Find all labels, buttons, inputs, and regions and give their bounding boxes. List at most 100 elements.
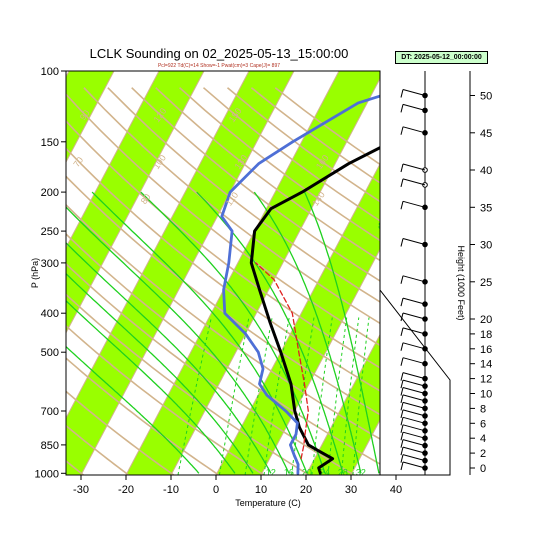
wind-barb-flag	[400, 201, 404, 210]
x-tick-label: 20	[300, 484, 312, 496]
mixing-ratio-line	[177, 317, 212, 475]
wind-barb-shaft	[402, 126, 426, 134]
chart-title: LCLK Sounding on 02_2025-05-13_15:00:00	[90, 46, 349, 61]
height-tick-label: 20	[480, 314, 492, 326]
dry-adiabat	[66, 147, 380, 392]
moist-adiabat	[196, 191, 344, 474]
moist-adiabat	[66, 345, 200, 474]
x-tick-label: 40	[390, 484, 402, 496]
wind-barb-flag	[400, 238, 404, 247]
moist-adiabat	[66, 242, 272, 474]
mixing-ratio-line	[218, 317, 250, 475]
wind-barb-flag	[400, 372, 404, 381]
wind-barb-shaft	[402, 379, 426, 387]
isotherm	[0, 71, 24, 475]
wind-barb-flag	[400, 89, 404, 98]
isotherm	[260, 248, 380, 475]
wind-barb-flag	[400, 402, 404, 411]
isotherm	[66, 71, 250, 420]
moist-adiabat-bottom-label: 16	[284, 467, 294, 477]
wind-barb-flag	[400, 342, 404, 351]
wind-barb-flag	[400, 178, 404, 188]
sounding-traces	[220, 94, 380, 475]
wind-barb-flag	[400, 357, 404, 366]
wind-barb-shaft	[402, 416, 426, 424]
mixing-ratio-line	[340, 317, 360, 475]
dry-adiabat	[66, 203, 380, 440]
dry-adiabat	[66, 390, 175, 475]
moist-adiabat	[304, 191, 380, 474]
height-tick-label: 45	[480, 128, 492, 140]
moist-adiabat-bottom-label: 28	[338, 467, 348, 477]
wind-barb-shaft	[402, 446, 426, 454]
dry-adiabat	[66, 324, 265, 475]
height-tick-label: 2	[480, 448, 486, 460]
mixing-ratio-line	[244, 317, 273, 475]
wind-barb-shaft	[402, 387, 426, 394]
dry-adiabat-label: 40	[0, 155, 4, 169]
isotherm	[170, 77, 380, 475]
wind-barb-shaft	[402, 238, 426, 245]
y-tick-label: 1000	[35, 468, 59, 480]
wind-barb-flag	[400, 163, 404, 173]
dewpoint-trace	[220, 94, 380, 475]
dry-adiabat-label: 90	[78, 108, 92, 122]
x-tick-label: 0	[213, 484, 219, 496]
wind-barb-shaft	[402, 275, 426, 283]
dry-adiabat	[66, 232, 380, 465]
dry-adiabat	[66, 293, 310, 475]
wind-barb-shaft	[402, 454, 426, 462]
axis-ticks: -30 -20 -10 0 10 20 30 40 100 150 200 250 300 400 500 7…	[35, 66, 403, 496]
wind-barb-shaft	[402, 439, 426, 447]
y-tick-label: 250	[41, 226, 59, 238]
x-tick-label: 30	[345, 484, 357, 496]
moist-adiabat-label: 24	[448, 221, 458, 231]
y-tick-label: 400	[41, 308, 59, 320]
mixing-ratio-line	[311, 317, 333, 475]
moist-adiabat-label: 12	[394, 221, 404, 231]
wind-barb-shaft	[402, 312, 426, 320]
y-tick-label: 700	[41, 406, 59, 418]
height-tick-label: 25	[480, 277, 492, 289]
dry-adiabat-label: 80	[139, 192, 153, 206]
wind-barb-flag	[400, 439, 404, 448]
moist-adiabat-label: 16	[412, 221, 422, 231]
height-tick-label: 8	[480, 403, 486, 415]
moist-adiabat-label: 28	[466, 221, 476, 231]
wind-barb-shaft	[402, 357, 426, 365]
temperature-band	[0, 71, 24, 475]
y-tick-label: 850	[41, 440, 59, 452]
height-tick-label: 6	[480, 418, 486, 430]
isotherm	[80, 71, 295, 475]
moist-adiabat-bottom-label: 32	[356, 467, 366, 477]
dry-adiabat	[155, 87, 380, 262]
height-tick-label: 35	[480, 202, 492, 214]
moist-adiabat-bottom-label: 12	[266, 467, 276, 477]
height-tick-label: 30	[480, 240, 492, 252]
height-tick-label: 40	[480, 165, 492, 177]
mixing-ratio-line	[352, 317, 370, 475]
moist-adiabat	[66, 299, 236, 474]
wind-barb-flag	[400, 387, 404, 396]
wind-barb-shaft	[402, 431, 426, 439]
x-tick-label: -20	[118, 484, 134, 496]
wind-barb-flag	[400, 417, 404, 426]
moist-adiabat	[66, 272, 254, 474]
wind-barb-flag	[400, 394, 404, 404]
height-tick-label: 10	[480, 389, 492, 401]
wind-panel-outline	[379, 71, 451, 476]
wind-barb-shaft	[402, 409, 426, 417]
y-tick-label: 500	[41, 347, 59, 359]
wind-barb-shaft	[402, 103, 426, 111]
wind-barb-shaft	[402, 342, 426, 350]
dry-adiabat-label: 60	[2, 108, 16, 122]
dry-adiabat	[66, 357, 220, 475]
wind-barb-flag	[400, 409, 404, 419]
isotherm	[66, 71, 160, 249]
isotherm	[125, 71, 340, 475]
wind-barb-flag	[400, 432, 404, 441]
valid-time-badge: DT: 2025-05-12_00:00:00	[395, 51, 488, 64]
wind-barb-shaft	[402, 89, 426, 96]
